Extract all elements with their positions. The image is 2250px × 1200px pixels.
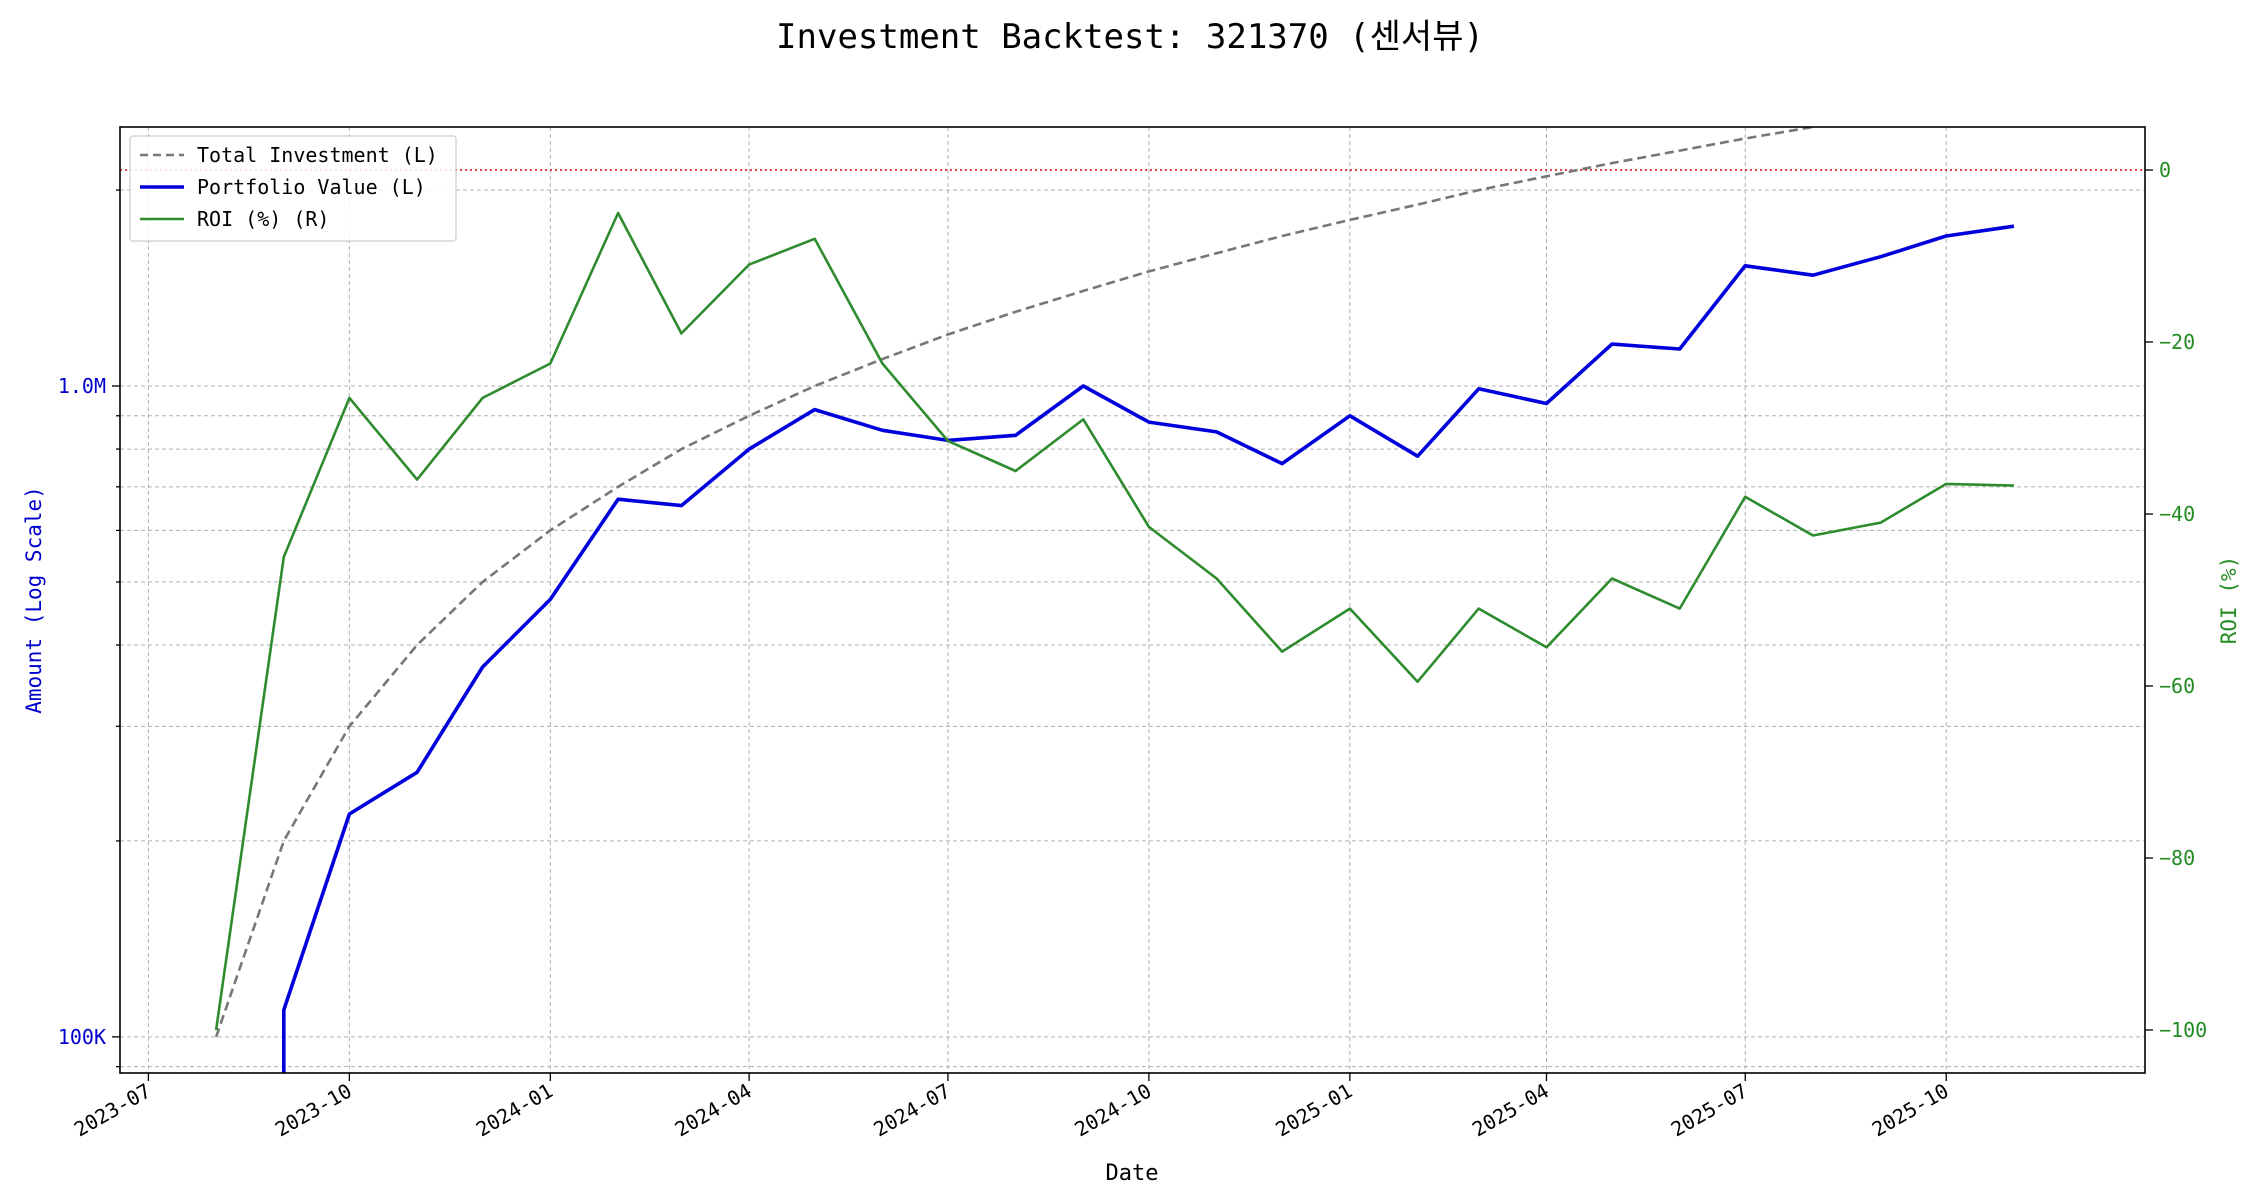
series-layer — [214, 127, 2015, 1073]
y-left-tick-label: 100K — [58, 1025, 106, 1049]
legend-label-portfolio: Portfolio Value (L) — [197, 175, 426, 199]
x-tick-label: 2023-07 — [70, 1079, 155, 1142]
grid-layer — [120, 127, 2145, 1073]
x-tick-label: 2024-07 — [869, 1079, 954, 1142]
x-tick-label: 2024-04 — [671, 1079, 756, 1142]
legend: Total Investment (L) Portfolio Value (L)… — [129, 135, 457, 242]
y-axis-left-label: Amount (Log Scale) — [22, 486, 46, 714]
x-axis-label: Date — [1106, 1161, 1159, 1186]
legend-label-investment: Total Investment (L) — [197, 143, 438, 167]
legend-label-roi: ROI (%) (R) — [197, 207, 329, 231]
x-tick-label: 2024-01 — [472, 1079, 557, 1142]
x-tick-label: 2025-04 — [1468, 1079, 1553, 1142]
x-tick-label: 2024-10 — [1070, 1079, 1155, 1142]
legend-box — [129, 135, 457, 242]
y-axis-right-label: ROI (%) — [2217, 556, 2241, 645]
x-tick-label: 2023-10 — [271, 1079, 356, 1142]
y-right-tick-label: −100 — [2159, 1018, 2207, 1042]
total-investment-line — [214, 127, 1822, 1038]
y-right-tick-label: −80 — [2159, 846, 2195, 870]
y-right-tick-label: −20 — [2159, 330, 2195, 354]
chart-title: Investment Backtest: 321370 (센서뷰) — [776, 17, 1484, 57]
x-tick-label: 2025-10 — [1868, 1079, 1953, 1142]
y-right-tick-label: −60 — [2159, 674, 2195, 698]
x-tick-label: 2025-07 — [1667, 1079, 1752, 1142]
portfolio-value-line — [281, 224, 2015, 1073]
x-tick-label: 2025-01 — [1271, 1079, 1356, 1142]
y-left-tick-label: 1.0M — [58, 374, 106, 398]
roi-line — [214, 211, 2014, 1031]
plot-frame — [119, 126, 2146, 1074]
y-right-tick-label: −40 — [2159, 502, 2195, 526]
y-right-tick-label: 0 — [2159, 158, 2171, 182]
tick-layer: 2023-07 2023-10 2024-01 2024-04 2024-07 2024-… — [58, 158, 2207, 1141]
